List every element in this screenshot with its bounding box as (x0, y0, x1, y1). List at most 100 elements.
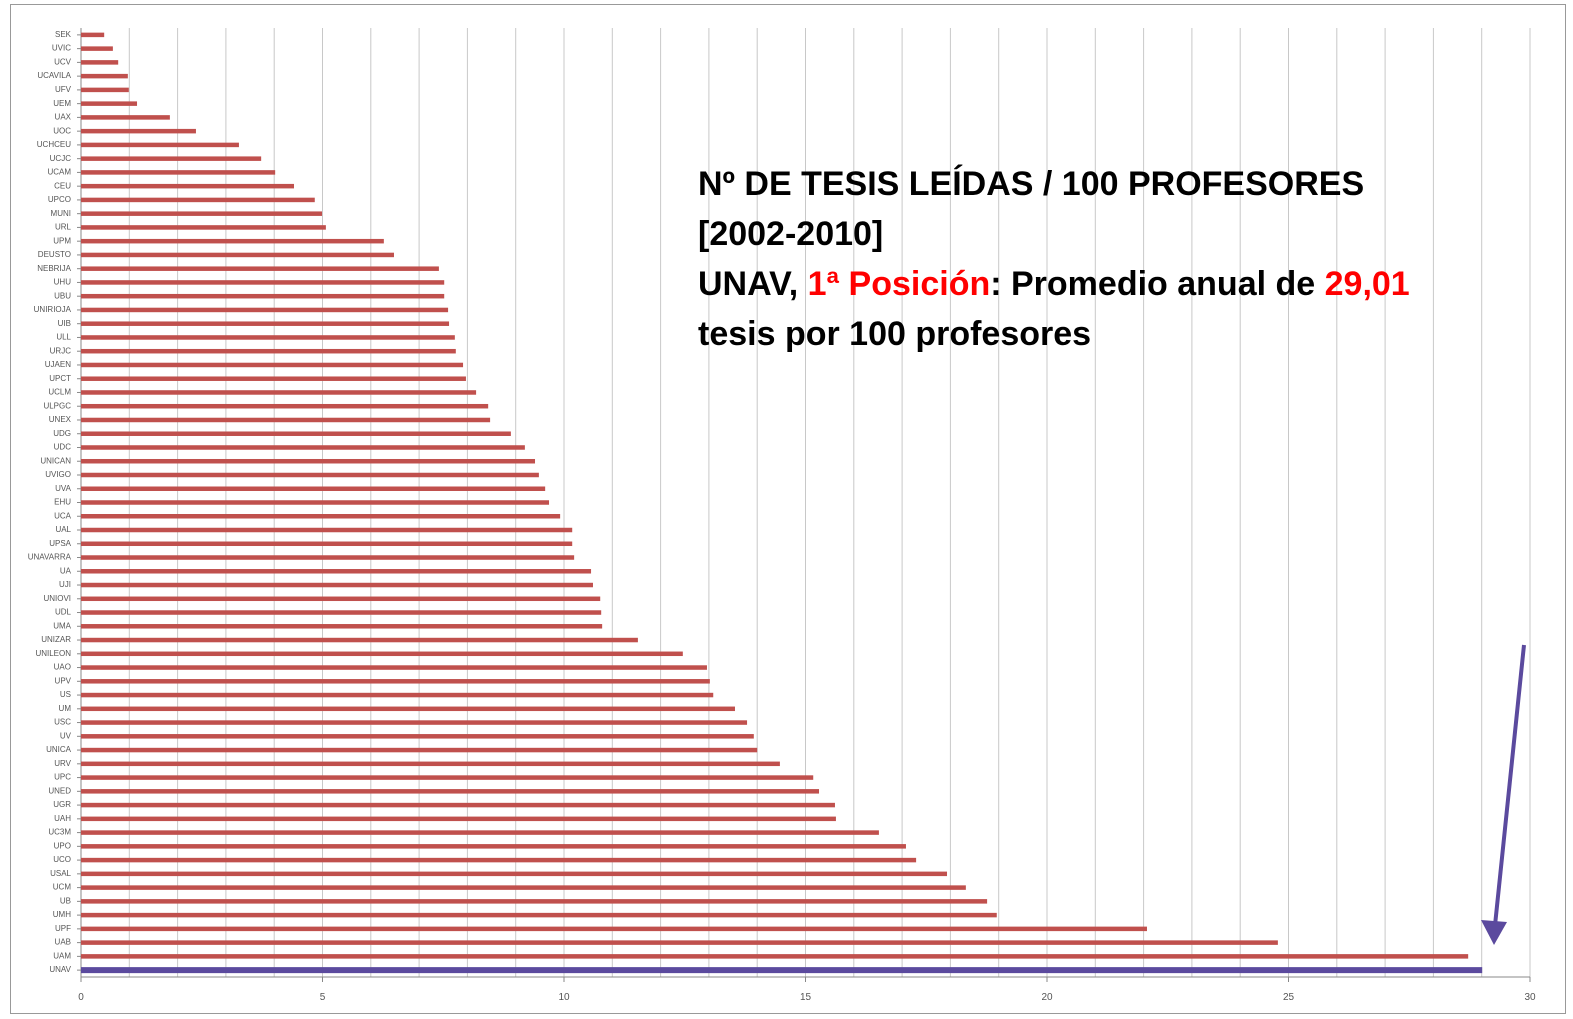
bar (81, 60, 119, 65)
bar (81, 912, 997, 918)
y-tick-label: UFV (55, 85, 72, 94)
y-tick-label: USC (54, 718, 71, 727)
y-tick-label: UVIGO (45, 470, 71, 479)
bar (81, 431, 511, 436)
bar (81, 582, 593, 588)
x-tick-label: 25 (1283, 992, 1295, 1003)
annotation-segment: UNAV, (698, 265, 808, 303)
bar (81, 472, 539, 478)
y-tick-label: UMH (53, 910, 71, 919)
y-tick-label: UDL (55, 608, 72, 617)
y-tick-label: UNICA (46, 745, 72, 754)
bar (81, 596, 601, 602)
annotation-line: Nº DE TESIS LEÍDAS / 100 PROFESORES (698, 165, 1364, 203)
bar (81, 348, 456, 354)
y-tick-label: UMA (53, 621, 71, 630)
arrow (1492, 644, 1526, 936)
y-tick-label: UNICAN (40, 456, 71, 465)
y-tick-label: UCAM (47, 168, 71, 177)
bar (81, 679, 710, 684)
y-tick-label: UB (60, 896, 71, 905)
y-tick-label: UDC (54, 443, 72, 452)
y-tick-label: ULL (56, 333, 71, 342)
y-tick-label: UCV (54, 57, 72, 66)
bar (81, 46, 113, 51)
bar (81, 280, 445, 285)
bar (81, 417, 491, 423)
bar (81, 266, 439, 271)
y-tick-label: UPM (53, 236, 71, 245)
bar (81, 940, 1278, 945)
y-tick-label: UCA (54, 511, 72, 520)
y-tick-label: UVIC (52, 44, 71, 53)
annotation-line: UNAV, 1ª Posición: Promedio anual de 29,… (698, 265, 1410, 303)
y-tick-label: MUNI (51, 209, 71, 218)
bar (81, 73, 128, 79)
x-tick-label: 30 (1524, 992, 1536, 1003)
bar (81, 802, 835, 808)
y-tick-label: UAL (55, 525, 71, 534)
annotation-segment: 29,01 (1325, 265, 1410, 303)
bar (81, 624, 603, 629)
y-tick-label: UJI (59, 580, 71, 589)
bar (81, 156, 262, 161)
bar (81, 362, 464, 368)
y-tick-label: UPSA (49, 539, 71, 548)
bar (81, 816, 836, 822)
bar (81, 197, 315, 203)
bar (81, 706, 735, 712)
bar (81, 128, 196, 134)
y-tick-label: ULPGC (43, 401, 71, 410)
y-tick-label: DEUSTO (38, 250, 71, 259)
bar (81, 569, 592, 574)
bar (81, 32, 105, 38)
y-tick-label: UPV (55, 676, 72, 685)
y-tick-label: UNILEON (35, 649, 71, 658)
y-tick-label: UCO (53, 855, 71, 864)
y-tick-label: UPCT (49, 374, 71, 383)
bar (81, 293, 445, 299)
y-tick-label: UNAV (49, 965, 71, 974)
y-tick-label: UEM (53, 99, 71, 108)
bar (81, 142, 239, 148)
bar (81, 321, 450, 326)
x-tick-label: 20 (1041, 992, 1053, 1003)
y-tick-label: UPO (54, 841, 71, 850)
annotation-segment: tesis por 100 profesores (698, 315, 1091, 353)
y-tick-label: UCLM (48, 388, 71, 397)
y-tick-label: UAX (55, 113, 72, 122)
x-tick-label: 10 (558, 992, 570, 1003)
annotation-segment: [2002-2010] (698, 215, 883, 253)
y-tick-label: UGR (53, 800, 71, 809)
bar (81, 967, 1483, 974)
annotation-line: [2002-2010] (698, 215, 883, 253)
bar (81, 211, 323, 216)
bar (81, 376, 466, 381)
bar (81, 610, 602, 615)
y-tick-label: UNIOVI (43, 594, 71, 603)
y-tick-label: UM (59, 704, 72, 713)
bar (81, 307, 449, 313)
bar (81, 458, 536, 464)
bar (81, 541, 573, 547)
bar (81, 87, 129, 93)
y-tick-label: UIB (58, 319, 71, 328)
y-tick-label: UAB (55, 938, 71, 947)
y-tick-label: UV (60, 731, 72, 740)
y-tick-label: SEK (55, 30, 72, 39)
y-tick-label: UCM (53, 883, 72, 892)
y-tick-label: UNED (48, 786, 71, 795)
y-tick-label: UNIRIOJA (34, 305, 72, 314)
bar (81, 871, 948, 877)
bar (81, 954, 1469, 959)
y-tick-label: UJAEN (45, 360, 71, 369)
y-tick-label: UAO (54, 663, 71, 672)
bar (81, 844, 906, 849)
y-tick-label: CEU (54, 181, 71, 190)
bar (81, 665, 707, 670)
y-tick-label: UC3M (48, 828, 71, 837)
bar (81, 734, 754, 739)
annotation-segment: 1ª Posición (808, 265, 991, 303)
bar (81, 445, 525, 450)
y-tick-label: UAH (54, 814, 71, 823)
